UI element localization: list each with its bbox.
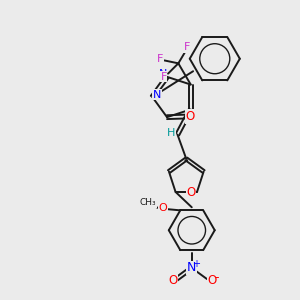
Text: H: H: [167, 128, 175, 138]
Text: N: N: [158, 70, 167, 80]
Text: O: O: [168, 274, 178, 287]
Text: O: O: [208, 274, 217, 287]
Text: O: O: [187, 186, 196, 199]
Text: -: -: [214, 271, 219, 284]
Text: O: O: [158, 203, 167, 213]
Text: +: +: [192, 260, 200, 269]
Text: O: O: [185, 110, 195, 123]
Text: N: N: [187, 261, 196, 274]
Text: CH₃: CH₃: [140, 199, 157, 208]
Text: F: F: [160, 72, 167, 82]
Text: F: F: [157, 54, 163, 64]
Text: N: N: [153, 90, 161, 100]
Text: F: F: [184, 42, 190, 52]
